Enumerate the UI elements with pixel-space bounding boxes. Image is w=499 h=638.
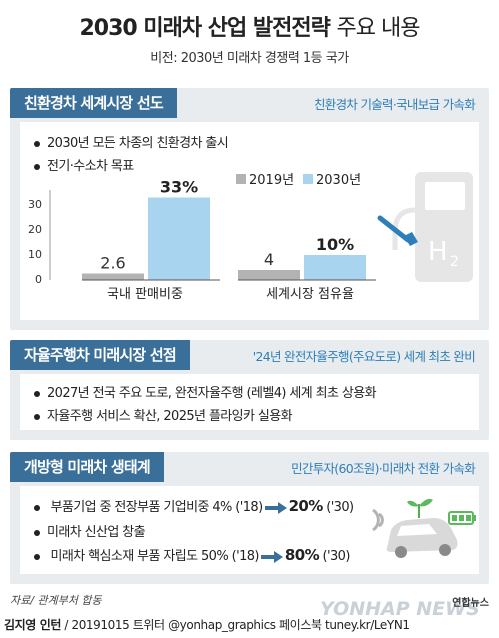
bar-2019-domestic xyxy=(82,273,144,280)
bar-value-label: 10% xyxy=(316,235,354,254)
watermark: YONHAP NEWS xyxy=(320,598,480,620)
author: 김지영 인턴 xyxy=(4,618,61,632)
y-tick-label: 20 xyxy=(28,223,42,236)
category-label: 세계시장 점유율 xyxy=(266,287,354,302)
bullet-item: 부품기업 중 전장부품 기업비중 4% ('18) 20% ('30) xyxy=(34,496,355,515)
bar-value-label: 33% xyxy=(160,178,198,197)
legend-label-2030: 2030년 xyxy=(316,173,361,188)
bar-2030-global xyxy=(304,255,366,280)
arrow-right-icon xyxy=(260,550,283,563)
page-subtitle: 비전: 2030년 미래차 경쟁력 1등 국가 xyxy=(150,51,349,66)
bar-value-label: 2.6 xyxy=(100,254,125,273)
bullet-text: 부품기업 중 전장부품 기업비중 4% ('18) xyxy=(50,500,264,515)
wifi-signal-icon xyxy=(372,508,384,532)
bullet-item: 미래차 핵심소재 부품 자립도 50% ('18) 80% ('30) xyxy=(34,545,351,564)
autonomous-car-icon xyxy=(372,498,476,558)
bullet-text: 미래차 핵심소재 부품 자립도 50% ('18) xyxy=(50,549,260,564)
arrow-right-icon xyxy=(264,501,287,514)
section-body: 부품기업 중 전장부품 기업비중 4% ('18) 20% ('30) 미래차 신… xyxy=(20,486,479,574)
y-tick-label: 0 xyxy=(35,273,42,286)
bullet-item: 전기·수소차 목표 xyxy=(34,155,134,174)
bullet-item: 자율주행 서비스 확산, 2025년 플라잉카 실용화 xyxy=(34,405,293,424)
section-header: 개방형 미래차 생태계 xyxy=(10,452,164,482)
section-note: 민간투자(60조원)·미래차 전환 가속화 xyxy=(291,461,476,476)
bar-chart: 2019년 2030년 30 20 10 0 2.6 33% 4 10% 국내 … xyxy=(28,172,473,302)
sprout-icon xyxy=(407,498,433,518)
credits-footer: 김지영 인턴 / 20191015 트위터 @yonhap_graphics 페… xyxy=(0,615,499,638)
y-tick-label: 10 xyxy=(28,248,42,261)
section-body: 2030년 모든 차종의 친환경차 출시 전기·수소차 목표 2019년 203… xyxy=(20,122,479,320)
bar-2030-domestic xyxy=(148,197,210,280)
title-bold: 2030 미래차 산업 발전전략 xyxy=(79,16,330,41)
section-eco-cars: 친환경차 세계시장 선도 친환경차 기술력·국내보급 가속화 2030년 모든 … xyxy=(10,88,489,330)
section-note: 친환경차 기술력·국내보급 가속화 xyxy=(313,97,476,112)
section-ecosystem: 개방형 미래차 생태계 민간투자(60조원)·미래차 전환 가속화 부품기업 중… xyxy=(10,452,489,584)
section-body: 2027년 전국 주요 도로, 완전자율주행 (레벨4) 세계 최초 상용화 자… xyxy=(20,374,479,430)
bar-2019-global xyxy=(238,270,300,280)
source-note: 자료/ 관계부처 합동 xyxy=(10,594,102,607)
bullet-target: 80% xyxy=(284,546,320,564)
bullet-text: ('30) xyxy=(319,549,351,564)
section-header: 자율주행차 미래시장 선점 xyxy=(10,340,190,370)
hydrogen-station-icon: H 2 xyxy=(377,172,473,282)
category-label: 국내 판매비중 xyxy=(107,287,183,302)
bullet-text: ('30) xyxy=(322,500,354,515)
bullet-item: 미래차 신산업 창출 xyxy=(34,521,146,540)
legend-swatch-2030 xyxy=(303,174,313,184)
y-tick-label: 30 xyxy=(28,198,42,211)
credits: / 20191015 트위터 @yonhap_graphics 페이스북 tun… xyxy=(60,618,410,632)
svg-text:H: H xyxy=(428,237,448,267)
battery-icon xyxy=(448,511,476,525)
title-light: 주요 내용 xyxy=(336,16,421,41)
bullet-target: 20% xyxy=(288,497,324,515)
page-title: 2030 미래차 산업 발전전략 주요 내용 xyxy=(0,10,499,42)
section-header: 친환경차 세계시장 선도 xyxy=(10,88,177,118)
svg-text:2: 2 xyxy=(450,254,459,270)
section-autonomous: 자율주행차 미래시장 선점 '24년 완전자율주행(주요도로) 세계 최초 완비… xyxy=(10,340,489,440)
bullet-item: 2027년 전국 주요 도로, 완전자율주행 (레벨4) 세계 최초 상용화 xyxy=(34,382,377,401)
yonhap-logo: 연합뉴스 xyxy=(452,598,489,609)
bullet-item: 2030년 모든 차종의 친환경차 출시 xyxy=(34,132,229,151)
section-note: '24년 완전자율주행(주요도로) 세계 최초 완비 xyxy=(252,349,476,364)
legend-label-2019: 2019년 xyxy=(249,173,294,188)
bar-value-label: 4 xyxy=(264,250,274,269)
legend-swatch-2019 xyxy=(236,174,246,184)
